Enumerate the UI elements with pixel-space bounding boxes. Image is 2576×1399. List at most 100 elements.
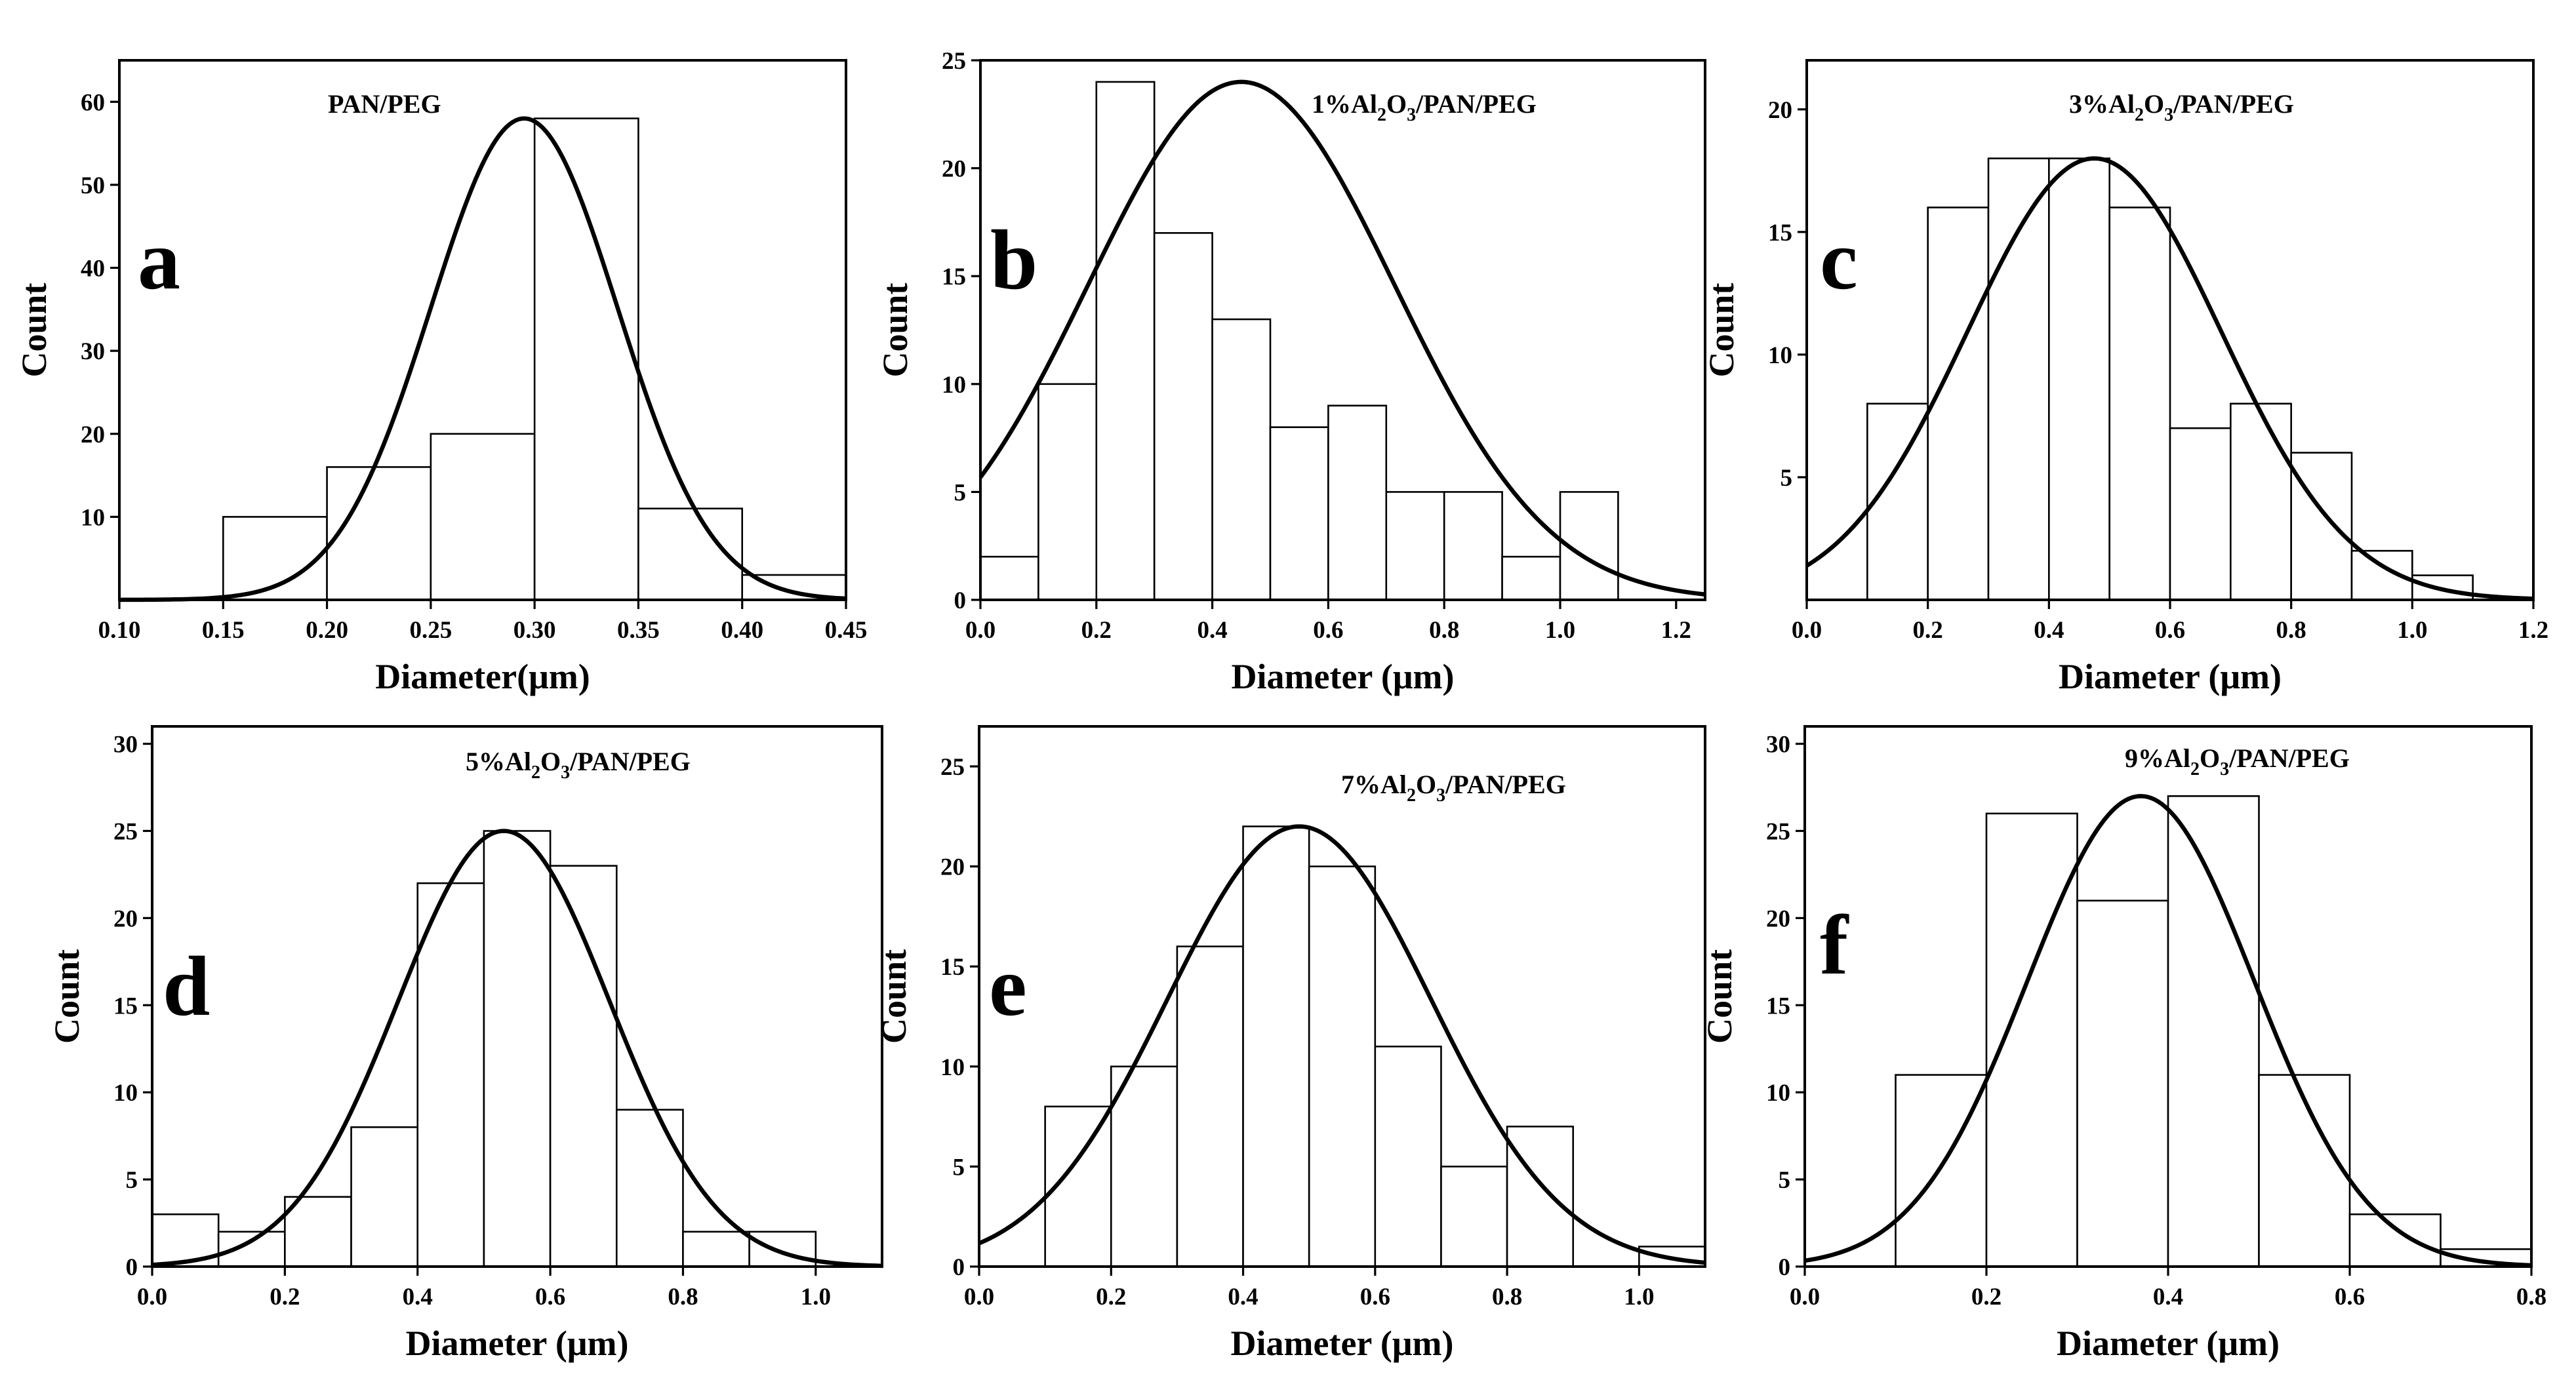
histogram-bar: [416, 882, 485, 1268]
y-tick-label: 10: [1766, 1080, 1790, 1107]
histogram-bar: [1211, 318, 1272, 601]
x-tick-label: 0.0: [964, 1284, 994, 1310]
histogram-bar: [2290, 452, 2353, 601]
panel-letter: f: [1820, 898, 1849, 993]
y-tick-label: 20: [940, 854, 965, 881]
x-tick-label: 0.2: [270, 1284, 300, 1310]
histogram-bar: [748, 1231, 817, 1268]
histogram-bar: [1242, 825, 1310, 1268]
histogram-bar: [1374, 1045, 1442, 1268]
histogram-bar: [1985, 812, 2078, 1268]
gaussian-fit-curve: [978, 824, 1706, 1265]
y-tick-label: 15: [1766, 993, 1790, 1019]
x-tick-label: 0.40: [721, 617, 763, 644]
y-tick-label: 50: [81, 172, 105, 199]
y-tick-label: 20: [81, 422, 105, 448]
histogram-bar: [326, 466, 432, 601]
x-axis-title: Diameter (μm): [406, 1324, 629, 1363]
y-tick-label: 10: [1768, 342, 1792, 369]
x-tick-label: 0.45: [825, 617, 868, 644]
y-tick-label: 25: [1766, 818, 1790, 845]
histogram-bar: [350, 1126, 419, 1268]
y-tick-label: 0: [953, 1254, 965, 1281]
histogram-bar: [979, 555, 1039, 601]
histogram-bar: [483, 830, 552, 1268]
plot-frame: [151, 725, 883, 1268]
panel-a: 0.10 0.15 0.20 0.25 0.30 0.35 0.40 0.45 10 20 30 40…: [14, 59, 868, 696]
y-tick-label: 10: [81, 504, 105, 531]
y-tick-label: 5: [954, 479, 967, 506]
histogram-bar: [549, 865, 618, 1268]
histogram-bar: [615, 1109, 684, 1268]
y-tick-label: 30: [1766, 732, 1790, 759]
series-title: 1%Al2O3/PAN/PEG: [1312, 89, 1537, 125]
y-tick-label: 25: [940, 754, 965, 781]
histogram-bar: [1385, 491, 1445, 601]
y-tick-label: 30: [81, 338, 105, 365]
x-tick-label: 0.8: [668, 1284, 698, 1310]
panel-letter: a: [138, 213, 180, 307]
histogram-bar: [1095, 81, 1156, 601]
y-tick-label: 15: [113, 993, 138, 1019]
y-axis-title: Count: [1700, 949, 1739, 1044]
panel-letter: c: [1820, 213, 1858, 307]
gaussian-fit-curve: [151, 829, 883, 1269]
x-axis-title: Diameter(μm): [375, 657, 590, 696]
histogram-bar: [430, 433, 536, 601]
x-tick-label: 0.2: [1096, 1284, 1126, 1310]
x-axis-title: Diameter (μm): [1231, 1324, 1454, 1363]
x-tick-label: 0.25: [409, 617, 452, 644]
x-tick-label: 0.0: [1790, 1284, 1820, 1310]
histogram-bar: [1866, 403, 1929, 601]
x-tick-label: 0.2: [1913, 617, 1943, 644]
histogram-bar: [533, 117, 639, 601]
histogram-bar: [2230, 403, 2292, 601]
y-tick-label: 25: [942, 48, 966, 75]
histogram-bar: [1895, 1074, 1988, 1268]
x-tick-label: 0.35: [617, 617, 660, 644]
x-tick-label: 0.4: [2034, 617, 2064, 644]
plot-frame: [118, 59, 847, 601]
y-tick-label: 20: [113, 905, 138, 932]
histogram-bar: [1037, 383, 1098, 601]
y-tick-label: 15: [940, 954, 965, 981]
y-tick-label: 15: [1768, 220, 1792, 246]
series-title: 5%Al2O3/PAN/PEG: [466, 747, 691, 783]
x-tick-label: 1.2: [1661, 617, 1691, 644]
x-tick-label: 0.4: [403, 1284, 433, 1310]
y-tick-label: 0: [954, 587, 967, 614]
y-tick-label: 20: [1768, 97, 1792, 124]
y-axis-title: Count: [875, 283, 915, 377]
x-tick-label: 0.4: [1197, 617, 1227, 644]
x-tick-label: 0.6: [2335, 1284, 2365, 1310]
y-tick-label: 5: [1779, 1167, 1791, 1194]
histogram-bar: [1176, 945, 1244, 1268]
histogram-bar: [1269, 426, 1329, 601]
x-axis-title: Diameter (μm): [1232, 657, 1455, 696]
y-tick-label: 10: [113, 1080, 138, 1107]
panel-letter: e: [989, 939, 1027, 1034]
x-tick-label: 1.0: [1624, 1284, 1654, 1310]
x-tick-label: 1.2: [2518, 617, 2548, 644]
y-tick-label: 25: [113, 818, 138, 845]
histogram-bar: [2076, 899, 2169, 1268]
x-tick-label: 0.8: [1429, 617, 1459, 644]
y-axis-title: Count: [1702, 283, 1741, 377]
histogram-bar: [2048, 157, 2110, 601]
histogram-bar: [284, 1196, 352, 1268]
x-tick-label: 0.6: [535, 1284, 565, 1310]
y-axis-title: Count: [14, 283, 54, 377]
histogram-bar: [1506, 1126, 1575, 1268]
histogram-bar: [2348, 1213, 2442, 1268]
histogram-bar: [1327, 404, 1388, 601]
histogram-bar: [1501, 555, 1561, 601]
series-title: 3%Al2O3/PAN/PEG: [2069, 89, 2294, 125]
x-axis-title: Diameter (μm): [2057, 1324, 2280, 1363]
histogram-bar: [2108, 207, 2171, 601]
series-title: PAN/PEG: [328, 89, 441, 119]
plot-frame: [978, 725, 1706, 1268]
histogram-bar: [2167, 795, 2260, 1268]
plot-frame: [979, 59, 1706, 601]
panel-c: 0.0 0.2 0.4 0.6 0.8 1.0 1.2 5 10 15 20 Diameter (μm…: [1702, 59, 2548, 696]
